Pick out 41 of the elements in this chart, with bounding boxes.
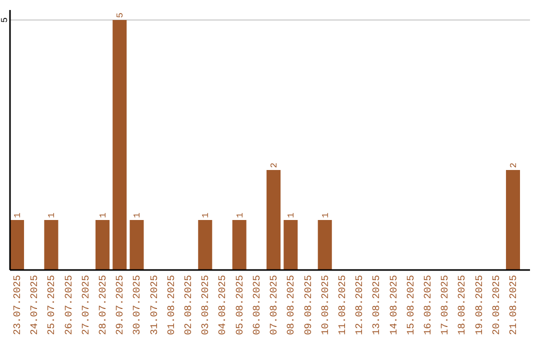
data-label: 1 <box>13 212 24 218</box>
x-tick-label: 17.08.2025 <box>440 275 452 336</box>
data-label: 1 <box>132 212 143 218</box>
x-tick-label: 28.07.2025 <box>98 275 110 336</box>
x-tick-label: 19.08.2025 <box>474 275 486 336</box>
x-tick-label: 30.07.2025 <box>132 275 144 336</box>
x-tick-label: 05.08.2025 <box>235 275 246 336</box>
data-label: 1 <box>235 212 246 218</box>
x-tick-label: 14.08.2025 <box>389 275 400 336</box>
x-tick-label: 03.08.2025 <box>201 275 212 336</box>
x-tick-label: 11.08.2025 <box>338 275 349 336</box>
data-label: 1 <box>47 212 58 218</box>
x-tick-label: 27.07.2025 <box>81 275 92 336</box>
x-tick-label: 04.08.2025 <box>218 275 230 336</box>
x-tick-label: 23.07.2025 <box>13 275 24 336</box>
x-tick-label: 15.08.2025 <box>406 275 418 336</box>
data-label: 1 <box>201 212 212 218</box>
data-label: 2 <box>270 162 280 168</box>
data-label: 1 <box>320 212 331 218</box>
data-label: 1 <box>286 212 297 218</box>
x-tick-label: 26.07.2025 <box>64 275 76 336</box>
x-tick-label: 25.07.2025 <box>47 275 58 336</box>
x-tick-label: 07.08.2025 <box>270 275 281 336</box>
data-label: 2 <box>508 162 519 168</box>
data-label: 5 <box>116 12 126 18</box>
x-tick-label: 21.08.2025 <box>508 275 520 336</box>
x-tick-label: 18.08.2025 <box>458 275 469 336</box>
x-tick-label: 24.07.2025 <box>30 275 42 336</box>
x-tick-label: 31.07.2025 <box>150 275 161 336</box>
x-tick-label: 10.08.2025 <box>320 275 332 336</box>
x-tick-label: 29.07.2025 <box>116 275 127 336</box>
x-tick-label: 09.08.2025 <box>304 275 315 336</box>
x-tick-label: 20.08.2025 <box>492 275 503 336</box>
x-tick-label: 12.08.2025 <box>355 275 366 336</box>
x-tick-label: 01.08.2025 <box>166 275 178 336</box>
data-label: 1 <box>98 212 109 218</box>
x-tick-label: 16.08.2025 <box>423 275 434 336</box>
x-tick-label: 08.08.2025 <box>286 275 298 336</box>
x-tick-label: 06.08.2025 <box>252 275 264 336</box>
x-tick-label: 02.08.2025 <box>184 275 196 336</box>
x-tick-label: 13.08.2025 <box>372 275 384 336</box>
